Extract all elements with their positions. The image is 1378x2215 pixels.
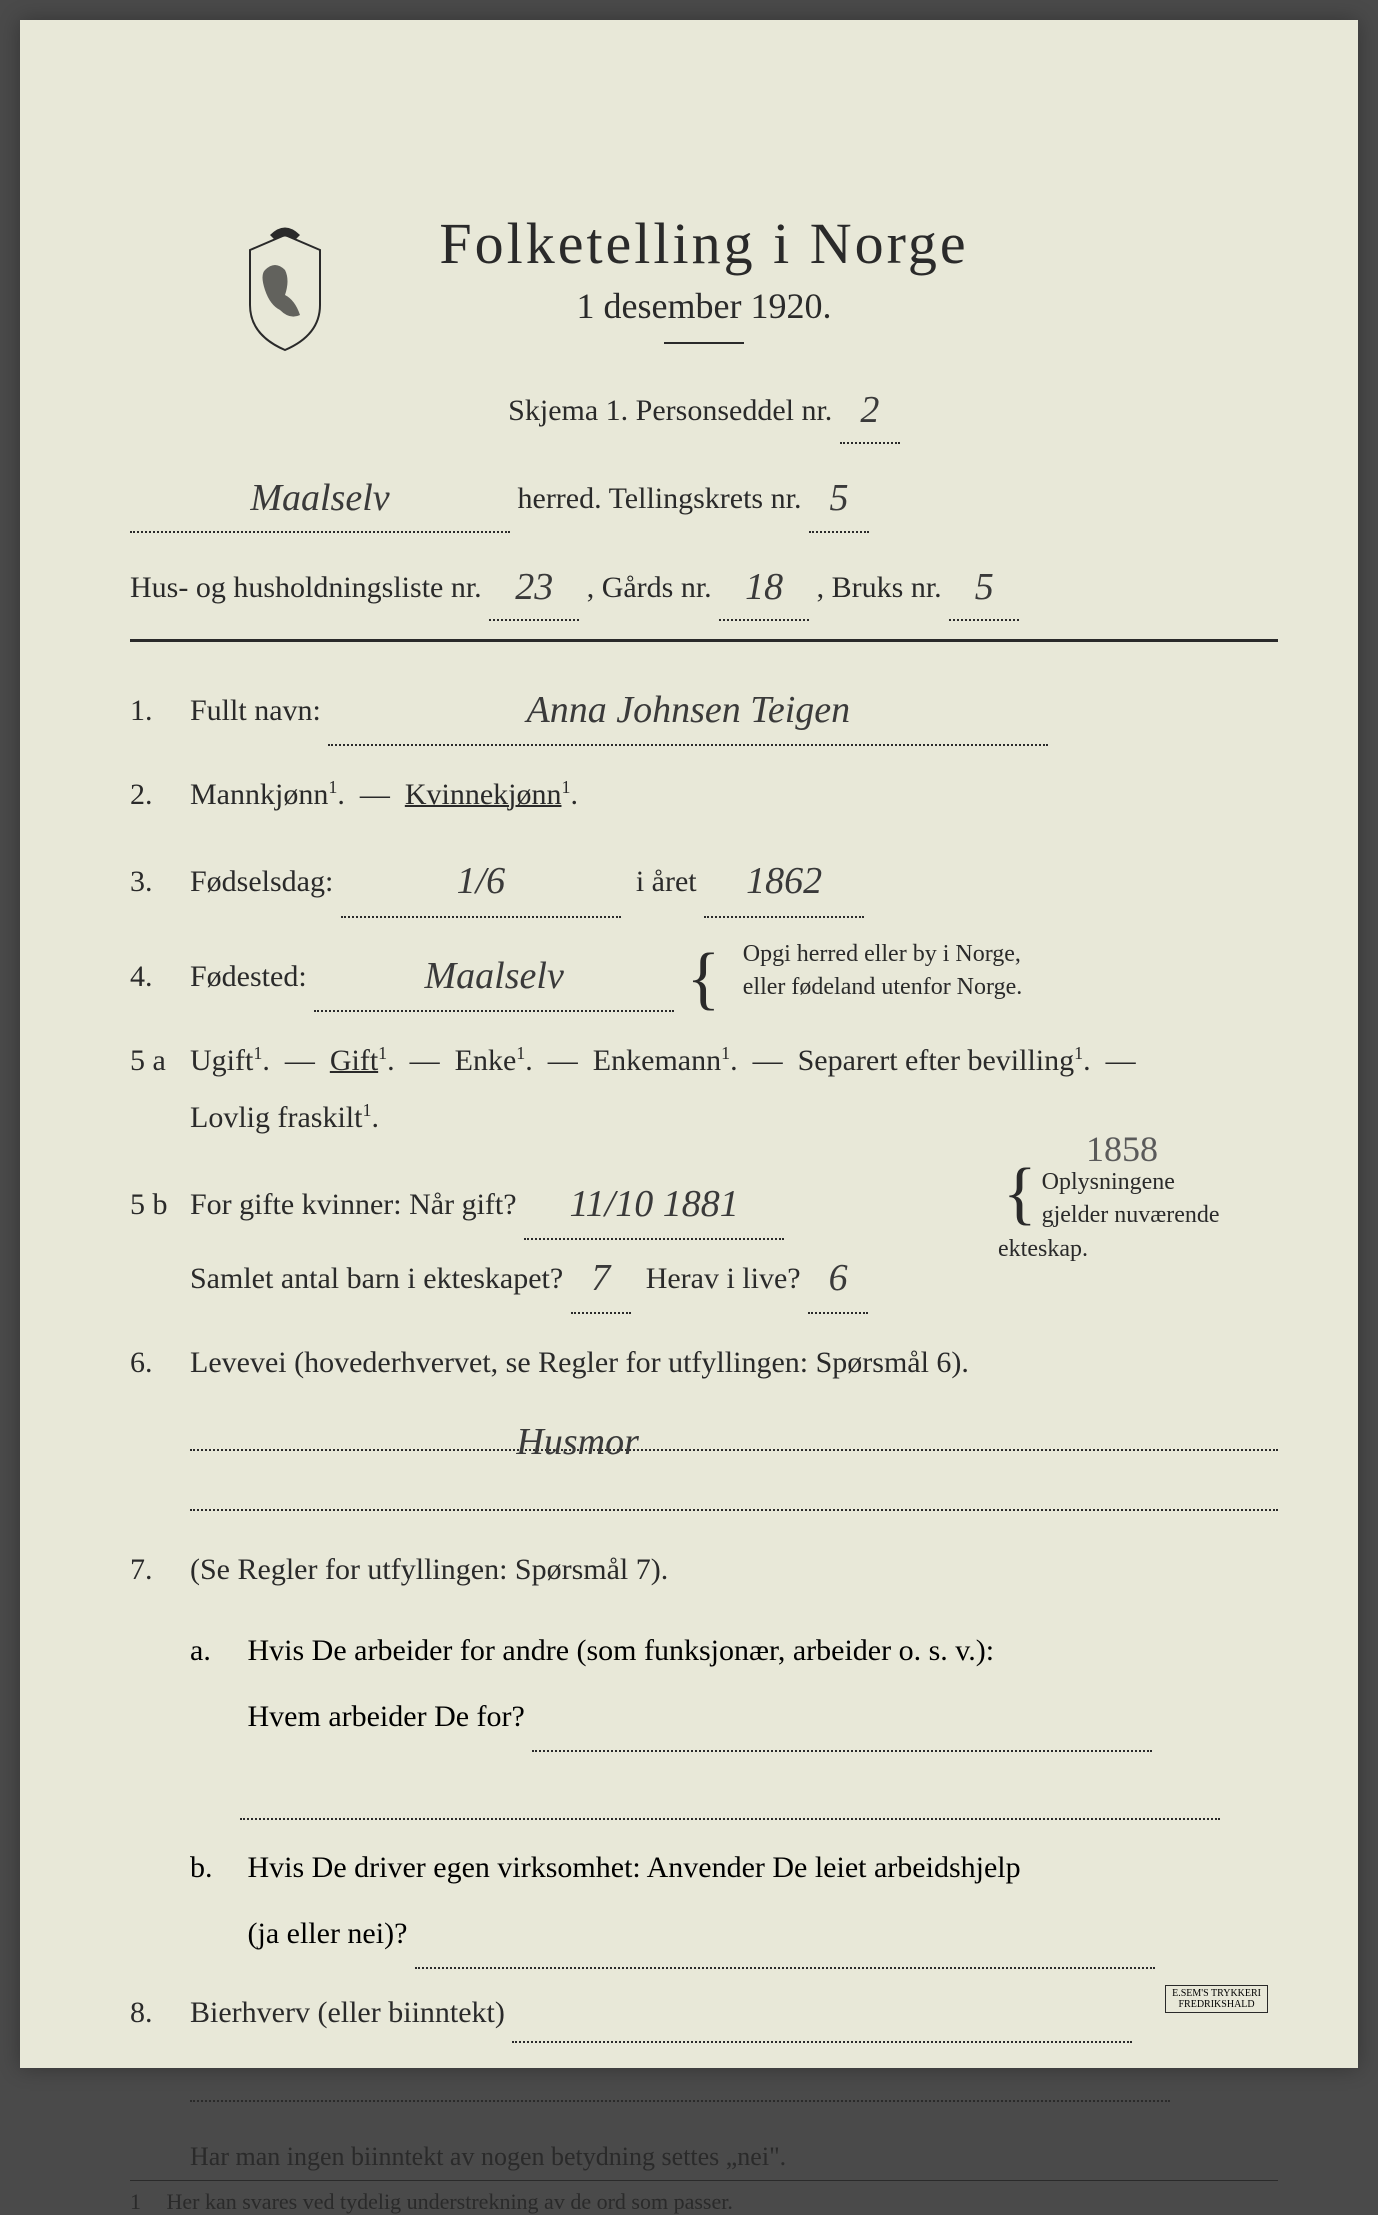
skjema-line: Skjema 1. Personseddel nr. 2: [130, 374, 1278, 444]
q7-label: (Se Regler for utfyllingen: Spørsmål 7).: [190, 1553, 668, 1586]
brace-icon: {: [687, 961, 721, 996]
krets-nr: 5: [829, 477, 848, 519]
birthplace: Maalselv: [425, 955, 564, 997]
hus-label: Hus- og husholdningsliste nr.: [130, 571, 482, 604]
birth-day: 1/6: [457, 860, 506, 902]
q2-female: Kvinnekjønn: [405, 778, 562, 811]
q5b-label3: Herav i live?: [646, 1262, 801, 1295]
q1-num: 1.: [130, 694, 190, 728]
coat-of-arms-icon: [240, 225, 330, 355]
bruks-label: , Bruks nr.: [817, 571, 942, 604]
q8-label: Bierhverv (eller biinntekt): [190, 1996, 505, 2029]
q2-row: 2. Mannkjønn1. — Kvinnekjønn1.: [130, 766, 1278, 823]
q8-num: 8.: [130, 1996, 190, 2030]
q3-mid: i året: [636, 865, 697, 898]
hus-nr: 23: [515, 566, 553, 608]
q5b-note: { Oplysningene gjelder nuværende ekteska…: [998, 1166, 1278, 1267]
married-date: 11/10 1881: [569, 1183, 738, 1225]
q1-row: 1. Fullt navn: Anna Johnsen Teigen: [130, 672, 1278, 746]
q7b-label2: (ja eller nei)?: [248, 1917, 408, 1950]
q8-row: 8. Bierhverv (eller biinntekt): [130, 1984, 1278, 2102]
opt-gift: Gift: [330, 1044, 378, 1077]
q7b-label: Hvis De driver egen virksomhet: Anvender…: [248, 1851, 1021, 1884]
q6-label: Levevei (hovederhvervet, se Regler for u…: [190, 1346, 969, 1379]
q5b-label1: For gifte kvinner: Når gift?: [190, 1188, 517, 1221]
herred-line: Maalselv herred. Tellingskrets nr. 5: [130, 462, 1278, 532]
hus-line: Hus- og husholdningsliste nr. 23 , Gårds…: [130, 551, 1278, 621]
section-rule: [130, 639, 1278, 642]
q4-row: 4. Fødested: Maalselv { Opgi herred elle…: [130, 938, 1278, 1012]
footnote-line: 1 Her kan svares ved tydelig understrekn…: [130, 2180, 1278, 2215]
margin-year-note: 1858: [1086, 1128, 1158, 1170]
children-total: 7: [591, 1257, 610, 1299]
q2-male: Mannkjønn: [190, 778, 328, 811]
q4-label: Fødested:: [190, 960, 307, 993]
brace-icon: {: [1003, 1176, 1037, 1211]
q7-row: 7. (Se Regler for utfyllingen: Spørsmål …: [130, 1541, 1278, 1598]
q7a-label: Hvis De arbeider for andre (som funksjon…: [248, 1634, 995, 1667]
q3-label: Fødselsdag:: [190, 865, 333, 898]
q2-num: 2.: [130, 778, 190, 812]
q5b-num: 5 b: [130, 1188, 190, 1222]
gaards-nr: 18: [745, 566, 783, 608]
q7a-row: a. Hvis De arbeider for andre (som funks…: [190, 1618, 1278, 1820]
q1-label: Fullt navn:: [190, 694, 321, 727]
skjema-label: Skjema 1. Personseddel nr.: [508, 394, 832, 427]
birth-year: 1862: [746, 860, 822, 902]
blank-line: [190, 1461, 1278, 1511]
q4-num: 4.: [130, 960, 190, 994]
q4-note: Opgi herred eller by i Norge, eller føde…: [743, 938, 1022, 1005]
q3-num: 3.: [130, 865, 190, 899]
gaards-label: , Gårds nr.: [587, 571, 712, 604]
q7a-letter: a.: [190, 1618, 240, 1684]
opt-ugift: Ugift: [190, 1044, 253, 1077]
title-divider: [664, 342, 744, 344]
q6-row: 6. Levevei (hovederhvervet, se Regler fo…: [130, 1334, 1278, 1511]
opt-fraskilt: Lovlig fraskilt: [190, 1101, 362, 1134]
occupation-line: Husmor: [190, 1401, 1278, 1451]
opt-separert: Separert efter bevilling: [798, 1044, 1075, 1077]
q5b-row: 1858 5 b { Oplysningene gjelder nuværend…: [130, 1166, 1278, 1314]
footnote-num: 1: [130, 2189, 141, 2214]
opt-enke: Enke: [455, 1044, 517, 1077]
q7b-letter: b.: [190, 1835, 240, 1901]
q7a-label2: Hvem arbeider De for?: [248, 1700, 525, 1733]
q5a-num: 5 a: [130, 1044, 190, 1078]
footer-note: Har man ingen biinntekt av nogen betydni…: [190, 2142, 1278, 2172]
opt-enkemann: Enkemann: [593, 1044, 721, 1077]
q5b-label2: Samlet antal barn i ekteskapet?: [190, 1262, 563, 1295]
footnote-text: Her kan svares ved tydelig understreknin…: [167, 2189, 733, 2214]
q3-row: 3. Fødselsdag: 1/6 i året 1862: [130, 843, 1278, 917]
full-name: Anna Johnsen Teigen: [527, 689, 851, 731]
personseddel-nr: 2: [860, 389, 879, 431]
children-living: 6: [829, 1257, 848, 1299]
bruks-nr: 5: [975, 566, 994, 608]
herred-value: Maalselv: [250, 477, 389, 519]
printer-mark: E.SEM'S TRYKKERI FREDRIKSHALD: [1165, 1985, 1268, 2013]
census-form-page: Folketelling i Norge 1 desember 1920. Sk…: [20, 20, 1358, 2068]
q7-num: 7.: [130, 1553, 190, 1587]
herred-label: herred. Tellingskrets nr.: [518, 482, 802, 515]
footer-area: Har man ingen biinntekt av nogen betydni…: [130, 2142, 1278, 2215]
q6-num: 6.: [130, 1346, 190, 1380]
q7b-row: b. Hvis De driver egen virksomhet: Anven…: [190, 1835, 1278, 1969]
